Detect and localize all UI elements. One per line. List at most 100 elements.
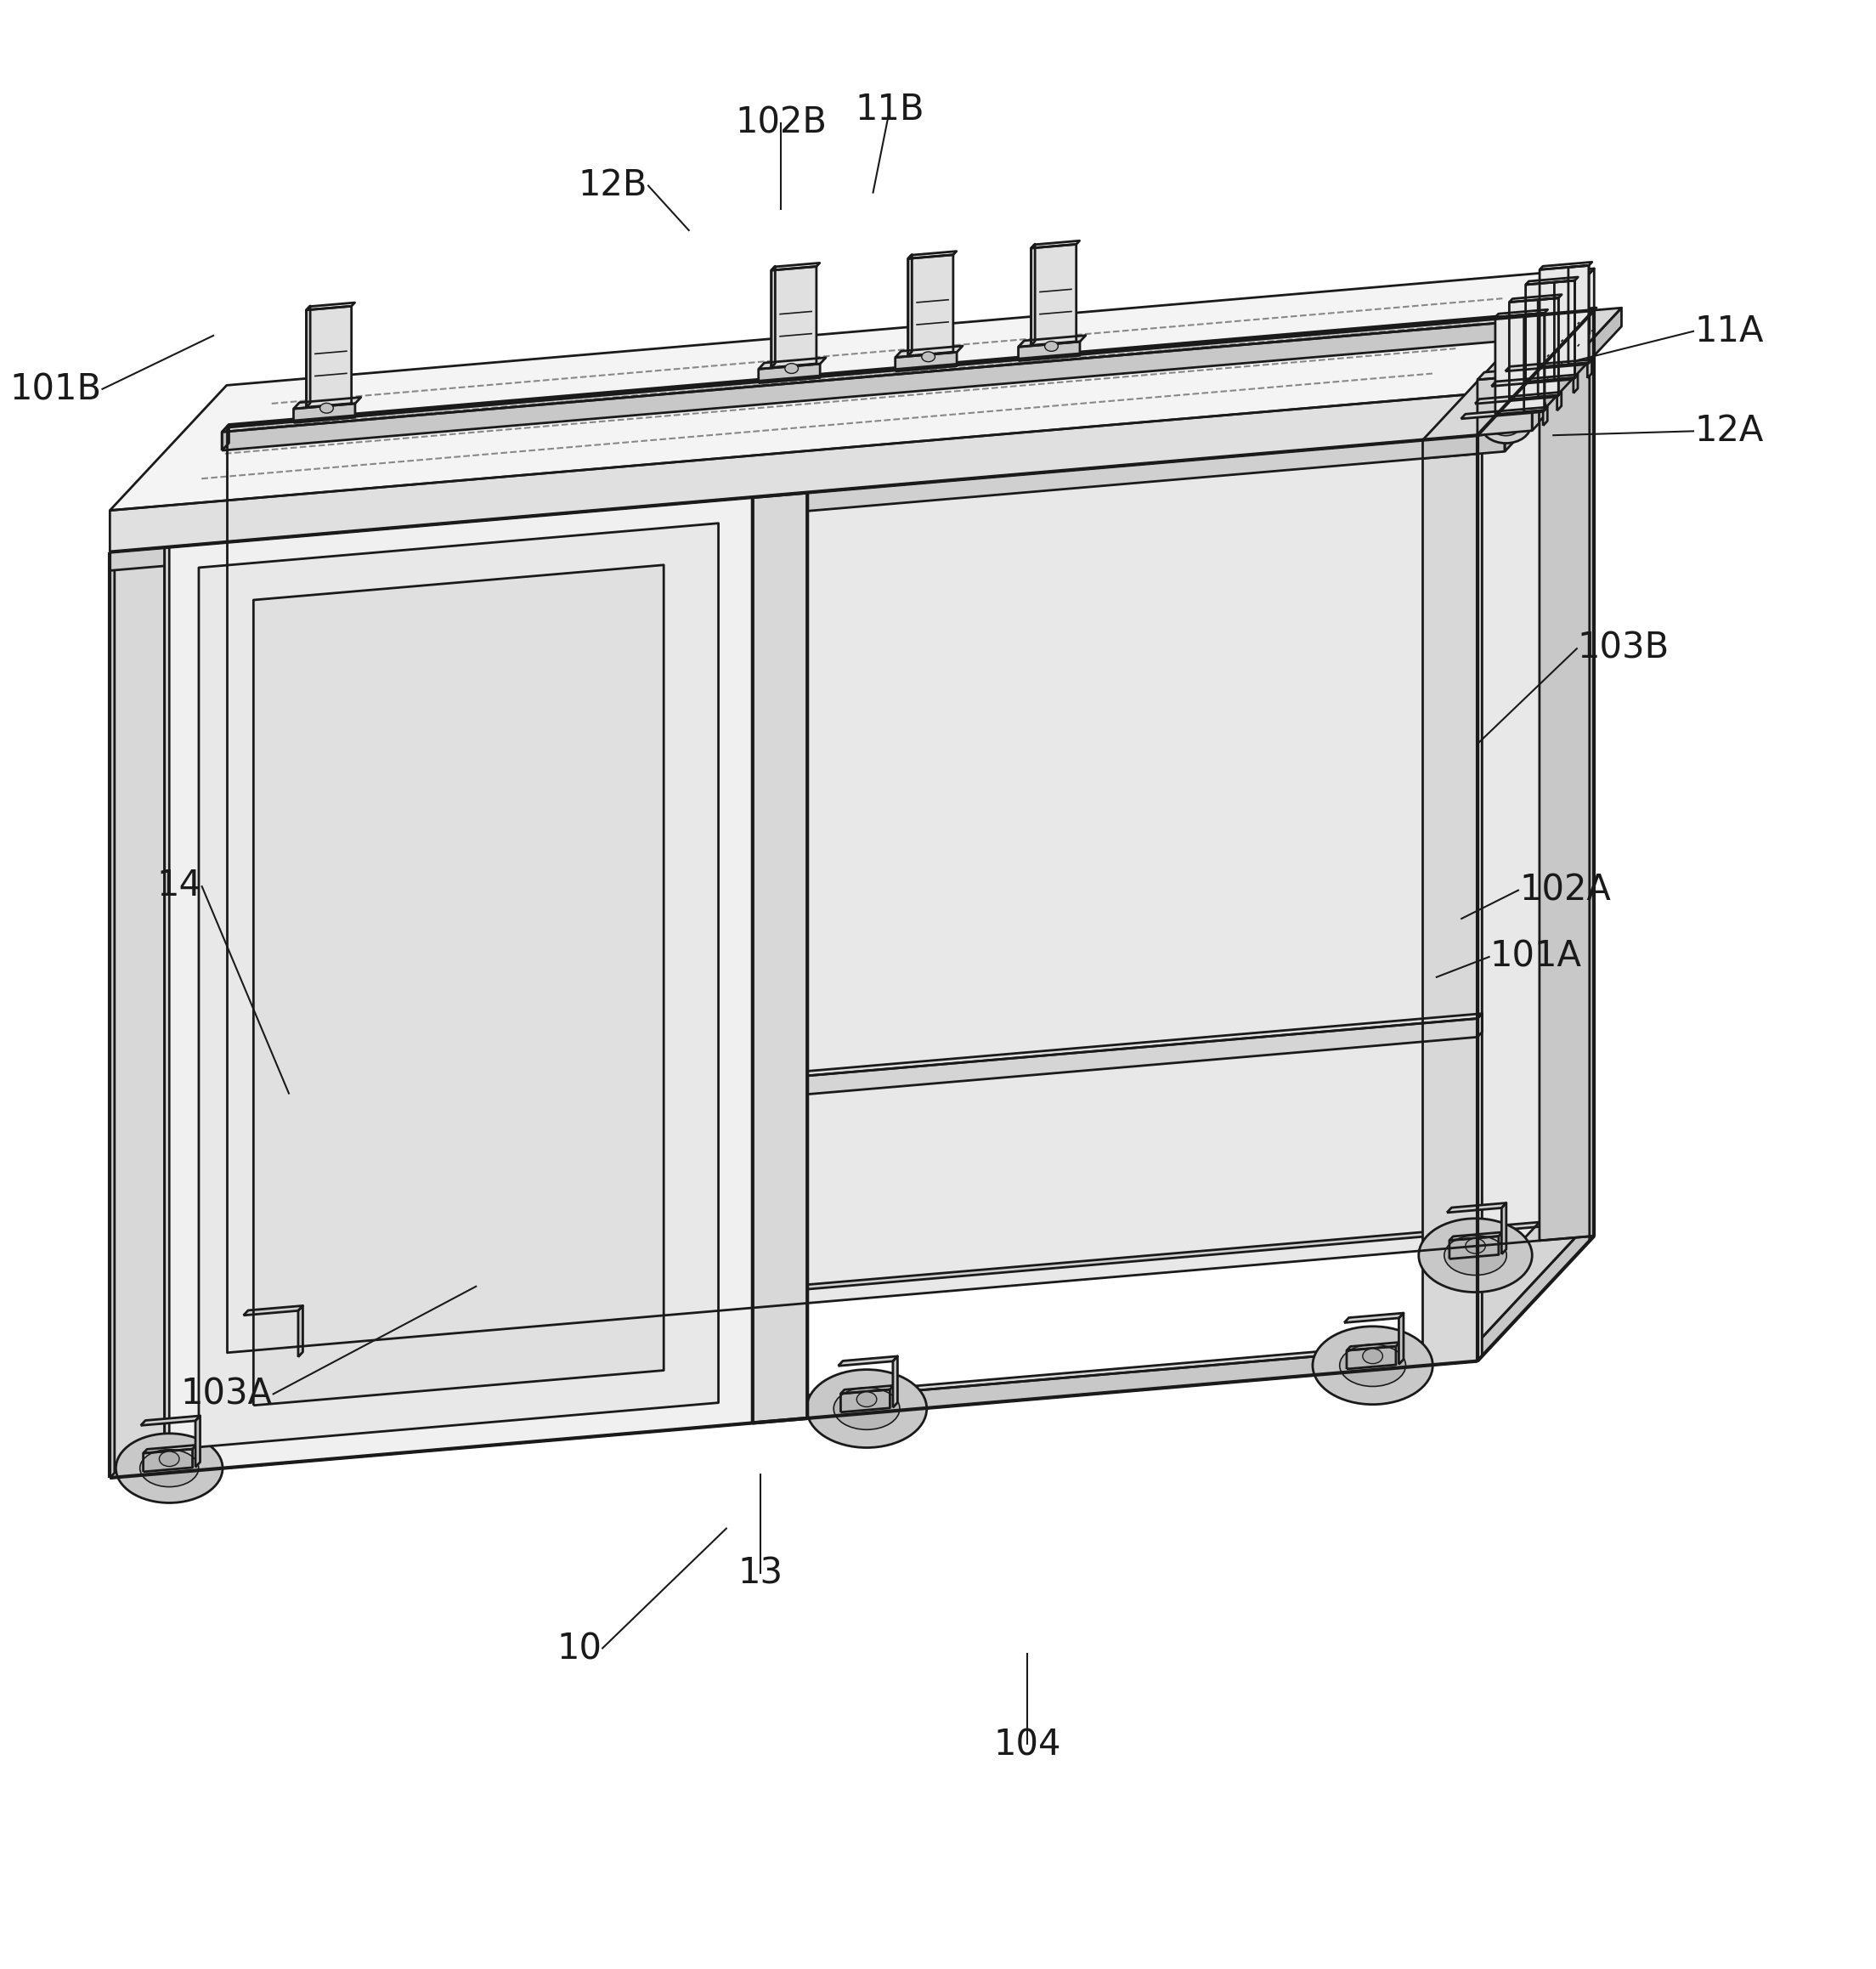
Polygon shape: [1555, 280, 1574, 380]
Polygon shape: [839, 1357, 897, 1366]
Ellipse shape: [159, 1451, 180, 1467]
Polygon shape: [1347, 1343, 1399, 1351]
Ellipse shape: [1495, 390, 1546, 427]
Ellipse shape: [1465, 1239, 1486, 1254]
Polygon shape: [1495, 313, 1544, 413]
Text: 12B: 12B: [578, 167, 647, 203]
Ellipse shape: [221, 1325, 323, 1390]
Polygon shape: [1478, 374, 1533, 435]
Polygon shape: [1491, 374, 1578, 386]
Polygon shape: [221, 425, 229, 451]
Polygon shape: [1510, 295, 1561, 301]
Polygon shape: [1525, 278, 1578, 286]
Polygon shape: [1525, 280, 1574, 382]
Polygon shape: [306, 303, 355, 309]
Text: 11B: 11B: [855, 93, 925, 128]
Polygon shape: [752, 492, 807, 1424]
Polygon shape: [1422, 311, 1595, 439]
Ellipse shape: [921, 352, 934, 362]
Polygon shape: [165, 492, 758, 547]
Polygon shape: [1478, 431, 1482, 1361]
Polygon shape: [221, 427, 276, 1359]
Polygon shape: [1505, 307, 1621, 451]
Text: 10: 10: [557, 1630, 602, 1666]
Polygon shape: [1478, 311, 1595, 453]
Polygon shape: [111, 421, 281, 551]
Polygon shape: [1019, 335, 1086, 347]
Polygon shape: [840, 1390, 889, 1412]
Text: 102B: 102B: [735, 104, 827, 140]
Polygon shape: [771, 266, 775, 368]
Polygon shape: [1540, 262, 1593, 270]
Polygon shape: [1501, 1203, 1506, 1254]
Text: 104: 104: [994, 1727, 1062, 1762]
Polygon shape: [1422, 1217, 1595, 1347]
Polygon shape: [1478, 368, 1538, 380]
Polygon shape: [1032, 244, 1077, 345]
Polygon shape: [1538, 297, 1559, 398]
Polygon shape: [1032, 240, 1079, 248]
Polygon shape: [752, 1018, 1478, 1099]
Polygon shape: [908, 252, 957, 258]
Polygon shape: [111, 431, 1482, 551]
Ellipse shape: [1313, 1327, 1433, 1404]
Polygon shape: [1540, 311, 1595, 1240]
Text: 14: 14: [156, 868, 201, 904]
Text: 103B: 103B: [1578, 630, 1670, 666]
Polygon shape: [221, 315, 1589, 451]
Polygon shape: [1495, 309, 1548, 317]
Polygon shape: [1544, 408, 1548, 425]
Polygon shape: [758, 364, 820, 384]
Polygon shape: [111, 1337, 1482, 1459]
Polygon shape: [293, 404, 355, 423]
Ellipse shape: [141, 1449, 199, 1487]
Polygon shape: [221, 307, 1596, 431]
Polygon shape: [1032, 244, 1036, 345]
Polygon shape: [1505, 360, 1591, 372]
Ellipse shape: [857, 1392, 876, 1406]
Polygon shape: [244, 1305, 302, 1315]
Polygon shape: [111, 1343, 1478, 1479]
Polygon shape: [771, 266, 816, 368]
Polygon shape: [893, 1357, 897, 1408]
Polygon shape: [895, 347, 962, 358]
Polygon shape: [111, 547, 114, 1479]
Polygon shape: [195, 1416, 201, 1467]
Polygon shape: [1422, 435, 1478, 1366]
Ellipse shape: [1491, 413, 1521, 435]
Ellipse shape: [833, 1388, 900, 1429]
Text: 101A: 101A: [1490, 939, 1581, 975]
Polygon shape: [165, 541, 169, 1473]
Polygon shape: [1450, 1233, 1503, 1240]
Polygon shape: [1478, 1217, 1595, 1361]
Ellipse shape: [1506, 398, 1536, 419]
Polygon shape: [1589, 311, 1595, 1240]
Polygon shape: [111, 427, 227, 1479]
Polygon shape: [165, 498, 752, 1473]
Ellipse shape: [116, 1433, 223, 1502]
Polygon shape: [1478, 1014, 1482, 1038]
Polygon shape: [1587, 360, 1591, 378]
Polygon shape: [143, 1449, 193, 1471]
Ellipse shape: [784, 364, 799, 374]
Polygon shape: [253, 565, 664, 1406]
Polygon shape: [1478, 268, 1595, 435]
Polygon shape: [111, 394, 1478, 551]
Polygon shape: [1461, 408, 1548, 419]
Polygon shape: [306, 305, 310, 408]
Polygon shape: [1574, 374, 1578, 394]
Polygon shape: [758, 358, 825, 368]
Text: 101B: 101B: [9, 372, 101, 408]
Polygon shape: [221, 311, 1595, 431]
Polygon shape: [1019, 343, 1081, 360]
Polygon shape: [1450, 1237, 1499, 1258]
Polygon shape: [298, 1305, 302, 1357]
Polygon shape: [141, 1416, 201, 1426]
Polygon shape: [227, 311, 1595, 1353]
Polygon shape: [111, 268, 1595, 510]
Polygon shape: [908, 254, 912, 356]
Polygon shape: [1557, 392, 1561, 412]
Text: 102A: 102A: [1520, 872, 1611, 908]
Polygon shape: [143, 1445, 197, 1453]
Text: 12A: 12A: [1694, 413, 1763, 449]
